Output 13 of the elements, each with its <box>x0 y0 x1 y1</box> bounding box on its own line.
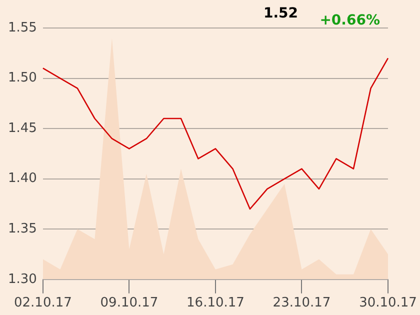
x-tick-label: 16.10.17 <box>186 296 244 311</box>
x-tick-label: 23.10.17 <box>272 296 331 311</box>
text: 1.52 <box>263 6 298 22</box>
x-tick-label: 30.10.17 <box>359 296 417 311</box>
x-tick-label: 02.10.17 <box>14 296 72 311</box>
y-tick-label: 1.45 <box>8 120 37 136</box>
y-tick-label: 1.35 <box>8 221 37 236</box>
annotation: +0.66% <box>320 12 380 29</box>
y-tick-label: 1.55 <box>8 20 37 36</box>
y-tick-label: 1.40 <box>8 171 37 186</box>
x-tick-label: 09.10.17 <box>100 296 158 311</box>
y-tick-label: 1.50 <box>8 70 37 86</box>
y-tick-label: 1.30 <box>8 272 37 287</box>
